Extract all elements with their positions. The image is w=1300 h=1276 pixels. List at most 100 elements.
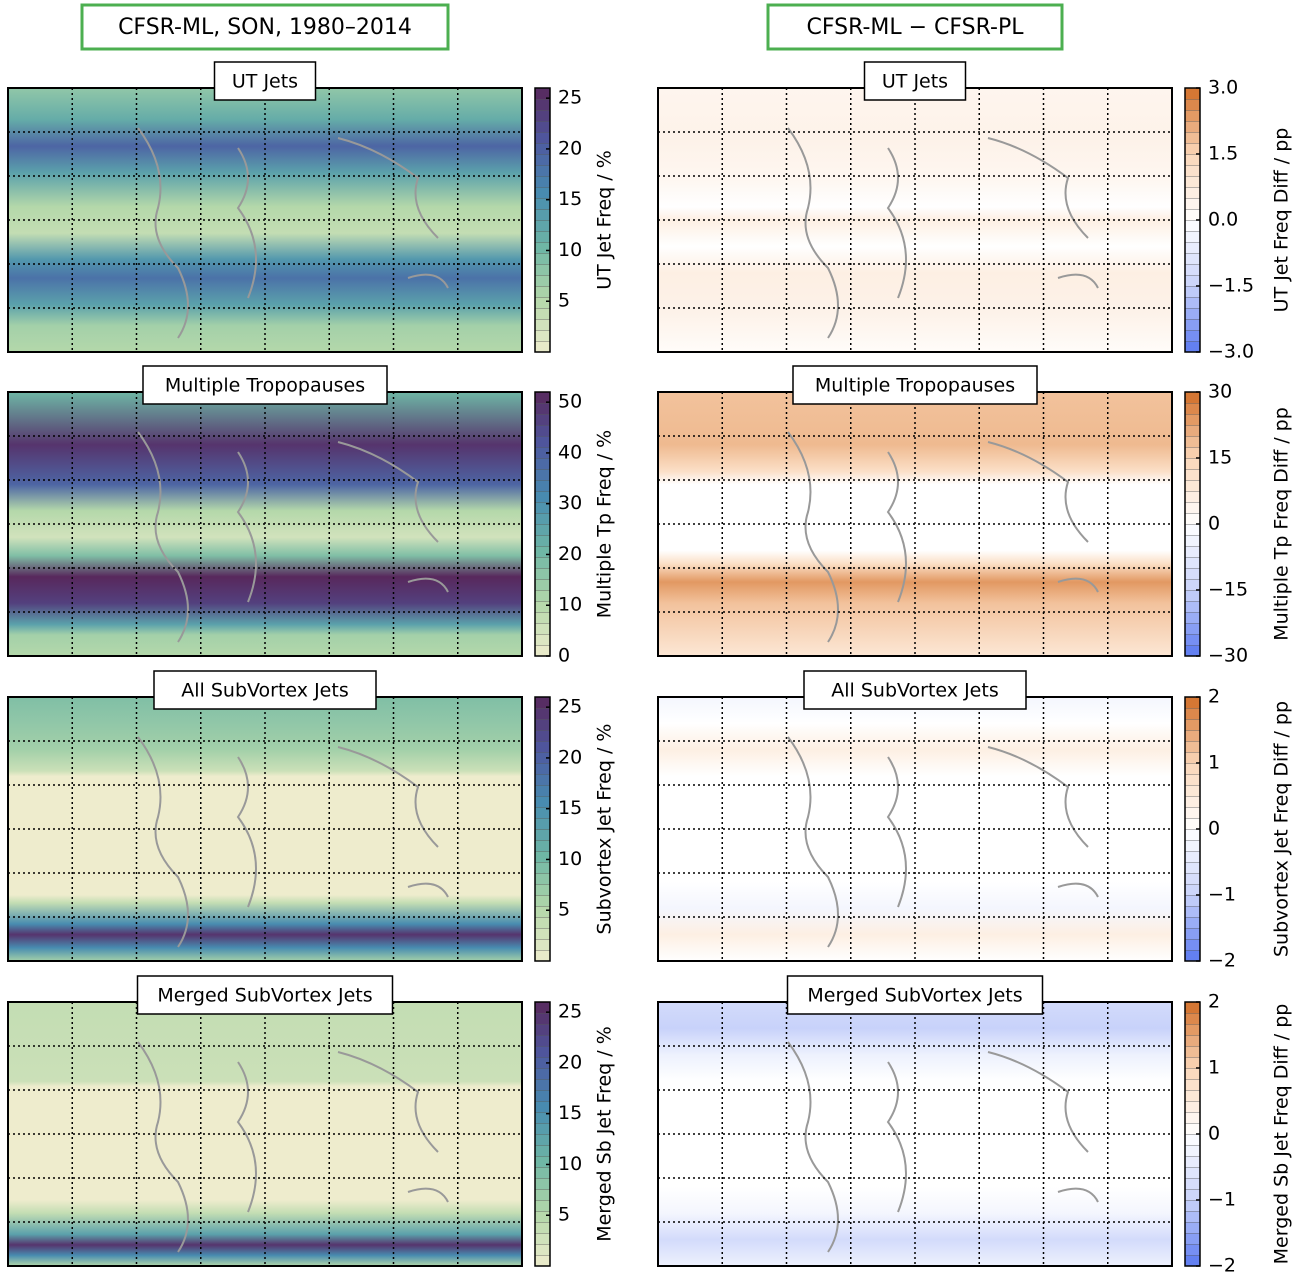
colorbar-step bbox=[1184, 850, 1201, 863]
colorbar-step bbox=[534, 938, 551, 951]
colorbar-step bbox=[1184, 773, 1201, 786]
colorbar-step bbox=[1184, 1067, 1201, 1080]
colorbar-step bbox=[1184, 795, 1201, 808]
colorbar-step bbox=[534, 1034, 551, 1047]
colorbar-step bbox=[1184, 468, 1201, 481]
colorbar-step bbox=[1184, 490, 1201, 503]
colorbar-step bbox=[1184, 894, 1201, 907]
colorbar-step bbox=[1184, 446, 1201, 459]
colorbar-step bbox=[1184, 1122, 1201, 1135]
colorbar-step bbox=[1184, 307, 1201, 320]
colorbar-step bbox=[534, 164, 551, 177]
colorbar-step bbox=[534, 1166, 551, 1179]
colorbar-step bbox=[534, 523, 551, 536]
colorbar-tick-label: −15 bbox=[1208, 579, 1248, 601]
colorbar-tick-label: 0 bbox=[1208, 513, 1220, 535]
colorbar-step bbox=[1184, 806, 1201, 819]
colorbar-step bbox=[1184, 1155, 1201, 1168]
colorbar-step bbox=[534, 1243, 551, 1256]
colorbar-step bbox=[1184, 142, 1201, 155]
colorbar-step bbox=[1184, 872, 1201, 885]
colorbar-tick-label: −2 bbox=[1208, 1255, 1236, 1276]
colorbar-step bbox=[1184, 175, 1201, 188]
colorbar-tick-label: 1 bbox=[1208, 752, 1220, 774]
colorbar-tick-label: 20 bbox=[558, 543, 582, 565]
colorbar-step bbox=[534, 644, 551, 657]
colorbar-step bbox=[534, 1188, 551, 1201]
colorbar-tick-label: −30 bbox=[1208, 645, 1248, 667]
colorbar-step bbox=[1184, 1023, 1201, 1036]
colorbar-label: Multiple Tp Freq Diff / pp bbox=[1271, 407, 1293, 641]
colorbar-tick-label: 25 bbox=[558, 696, 582, 718]
colorbar-step bbox=[1184, 611, 1201, 624]
colorbar-step bbox=[1184, 696, 1201, 709]
colorbar-step bbox=[1184, 1210, 1201, 1223]
colorbar-step bbox=[1184, 153, 1201, 166]
colorbar-tick-label: 10 bbox=[558, 1153, 582, 1175]
panel-title-box bbox=[803, 670, 1027, 710]
colorbar-step bbox=[534, 1122, 551, 1135]
header-box bbox=[80, 3, 450, 51]
colorbar-step bbox=[534, 1067, 551, 1080]
colorbar-step bbox=[534, 1133, 551, 1146]
coastline bbox=[137, 1041, 449, 1253]
colorbar-tick-label: 15 bbox=[558, 797, 582, 819]
colorbar-tick-label: 1.5 bbox=[1208, 143, 1238, 165]
colorbar-step bbox=[534, 622, 551, 635]
colorbar-step bbox=[1184, 1221, 1201, 1234]
colorbar-label: UT Jet Freq / % bbox=[594, 150, 616, 290]
colorbar-tick-label: 2 bbox=[1208, 991, 1220, 1013]
colorbar-step bbox=[534, 175, 551, 188]
colorbar-step bbox=[1184, 1056, 1201, 1069]
colorbar-step bbox=[534, 252, 551, 265]
panel-title-box bbox=[863, 61, 967, 101]
colorbar-step bbox=[534, 611, 551, 624]
panel-title-box bbox=[153, 670, 377, 710]
colorbar-step bbox=[534, 490, 551, 503]
colorbar-step bbox=[534, 263, 551, 276]
colorbar-step bbox=[1184, 707, 1201, 720]
colorbar-step bbox=[1184, 402, 1201, 415]
colorbar-step bbox=[1184, 1111, 1201, 1124]
colorbar-step bbox=[1184, 589, 1201, 602]
colorbar-tick-label: 10 bbox=[558, 239, 582, 261]
colorbar-step bbox=[534, 468, 551, 481]
colorbar-step bbox=[534, 340, 551, 353]
colorbar-tick-label: 30 bbox=[558, 492, 582, 514]
colorbar-step bbox=[534, 883, 551, 896]
colorbar-tick-label: 10 bbox=[558, 594, 582, 616]
colorbar-step bbox=[1184, 633, 1201, 646]
colorbar-tick-label: −1 bbox=[1208, 1189, 1236, 1211]
colorbar-step bbox=[534, 545, 551, 558]
colorbar-label: Merged Sb Jet Freq / % bbox=[594, 1026, 616, 1242]
coastline bbox=[787, 736, 1099, 948]
colorbar-tick-label: 30 bbox=[1208, 381, 1232, 403]
colorbar-step bbox=[534, 589, 551, 602]
coastline bbox=[787, 127, 1099, 339]
colorbar-tick-label: 5 bbox=[558, 899, 570, 921]
colorbar-label: Merged Sb Jet Freq Diff / pp bbox=[1271, 1004, 1293, 1265]
colorbar-step bbox=[534, 241, 551, 254]
colorbar-step bbox=[534, 872, 551, 885]
colorbar-step bbox=[1184, 329, 1201, 342]
colorbar-step bbox=[1184, 263, 1201, 276]
panel-title: All SubVortex Jets bbox=[831, 680, 998, 702]
colorbar-step bbox=[534, 729, 551, 742]
colorbar-step bbox=[534, 828, 551, 841]
colorbar-step bbox=[1184, 578, 1201, 591]
colorbar-step bbox=[534, 861, 551, 874]
colorbar-step bbox=[1184, 512, 1201, 525]
colorbar-step bbox=[534, 219, 551, 232]
colorbar-step bbox=[534, 413, 551, 426]
colorbar-step bbox=[1184, 230, 1201, 243]
colorbar-step bbox=[1184, 1177, 1201, 1190]
colorbar-step bbox=[534, 512, 551, 525]
panel-title-box bbox=[786, 975, 1044, 1015]
colorbar-step bbox=[534, 567, 551, 580]
colorbar-step bbox=[1184, 1089, 1201, 1102]
colorbar-step bbox=[1184, 120, 1201, 133]
colorbar-step bbox=[534, 1177, 551, 1190]
colorbar-tick-label: 25 bbox=[558, 87, 582, 109]
colorbar-step bbox=[1184, 98, 1201, 111]
